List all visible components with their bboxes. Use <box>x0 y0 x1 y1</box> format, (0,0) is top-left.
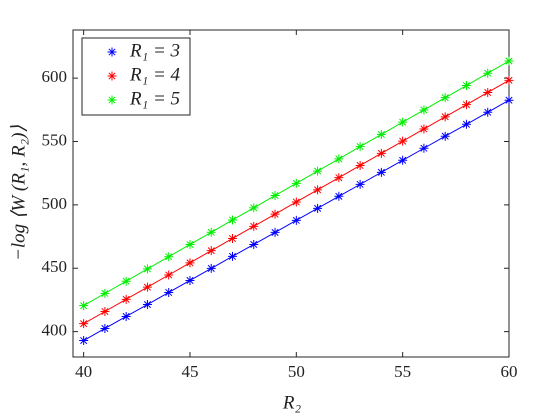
marker <box>334 154 344 164</box>
marker <box>142 264 152 274</box>
marker <box>504 56 514 66</box>
y-tick-label: 400 <box>42 321 68 340</box>
marker <box>483 107 493 117</box>
marker <box>206 227 216 237</box>
marker <box>79 319 89 329</box>
marker <box>483 68 493 78</box>
marker <box>164 287 174 297</box>
marker <box>398 155 408 165</box>
marker <box>419 143 429 153</box>
marker <box>121 294 131 304</box>
marker <box>461 119 471 129</box>
marker <box>100 323 110 333</box>
marker <box>291 197 301 207</box>
marker <box>398 117 408 127</box>
marker <box>461 81 471 91</box>
marker <box>376 167 386 177</box>
x-axis-label: R₂ <box>282 392 302 413</box>
marker <box>185 275 195 285</box>
x-tick-label: 40 <box>75 362 92 381</box>
marker <box>270 227 280 237</box>
marker <box>355 160 365 170</box>
marker <box>121 311 131 321</box>
marker <box>79 301 89 311</box>
marker <box>355 179 365 189</box>
marker <box>164 270 174 280</box>
marker <box>313 185 323 195</box>
marker <box>376 148 386 158</box>
marker <box>249 239 259 249</box>
marker <box>398 136 408 146</box>
x-tick-label: 60 <box>501 362 518 381</box>
y-tick-label: 500 <box>42 194 68 213</box>
legend-marker <box>107 71 117 81</box>
marker <box>79 336 89 346</box>
x-tick-label: 45 <box>181 362 198 381</box>
marker <box>142 300 152 310</box>
marker <box>185 258 195 268</box>
marker <box>142 282 152 292</box>
legend-label: R₁ = 4 <box>129 64 181 85</box>
marker <box>206 246 216 256</box>
y-axis-label: −log ⟨W (R₁, R₂)⟩ <box>8 125 29 261</box>
x-tick-label: 50 <box>288 362 305 381</box>
legend-marker <box>107 47 117 57</box>
marker <box>355 142 365 152</box>
marker <box>164 252 174 262</box>
marker <box>228 215 238 225</box>
legend-label: R₁ = 3 <box>129 40 180 61</box>
x-tick-label: 55 <box>394 362 411 381</box>
legend-marker <box>107 95 117 105</box>
marker <box>228 251 238 261</box>
marker <box>270 209 280 219</box>
y-tick-label: 600 <box>42 67 68 86</box>
marker <box>504 75 514 85</box>
marker <box>249 203 259 213</box>
marker <box>483 87 493 97</box>
marker <box>185 239 195 249</box>
marker <box>419 105 429 115</box>
marker <box>504 95 514 105</box>
marker <box>461 100 471 110</box>
legend-label: R₁ = 5 <box>129 88 180 109</box>
y-tick-label: 550 <box>42 130 68 149</box>
marker <box>313 166 323 176</box>
marker <box>249 221 259 231</box>
marker <box>440 131 450 141</box>
marker <box>100 306 110 316</box>
y-tick-label: 450 <box>42 257 68 276</box>
marker <box>100 288 110 298</box>
marker <box>206 263 216 273</box>
marker <box>334 173 344 183</box>
marker <box>419 124 429 134</box>
marker <box>291 178 301 188</box>
marker <box>270 191 280 201</box>
marker <box>228 233 238 243</box>
marker <box>291 215 301 225</box>
marker <box>121 276 131 286</box>
marker <box>376 129 386 139</box>
marker <box>313 203 323 213</box>
marker <box>334 191 344 201</box>
legend-box <box>81 37 191 116</box>
marker <box>440 112 450 122</box>
marker <box>440 93 450 103</box>
